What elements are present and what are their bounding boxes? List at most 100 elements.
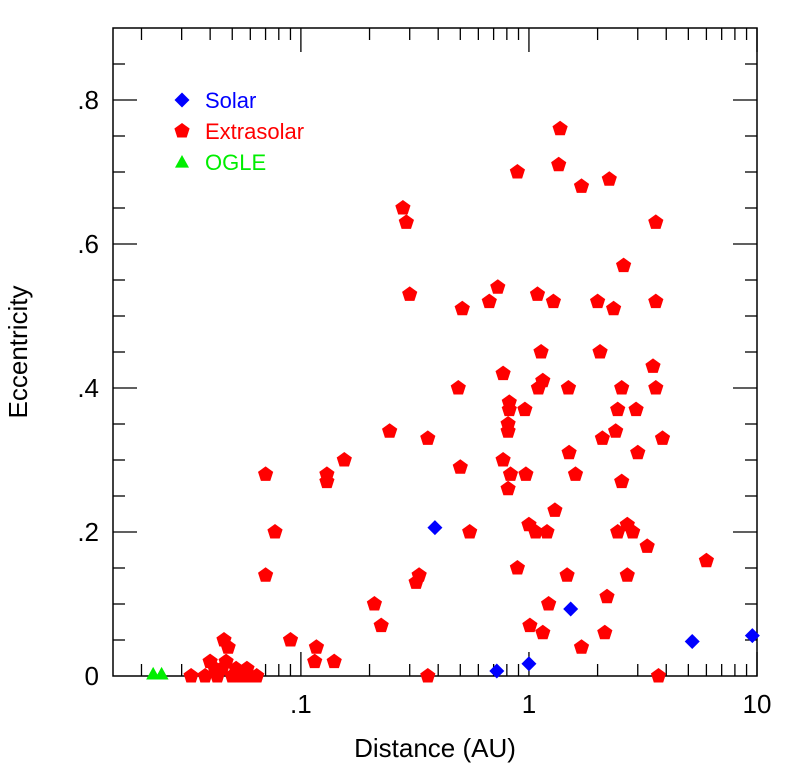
pentagon-point: [545, 293, 561, 309]
pentagon-point: [648, 214, 664, 229]
pentagon-point: [308, 639, 325, 654]
y-axis-ticks: 0 .2 .4 .6 .8: [77, 85, 99, 691]
pentagon-point: [307, 653, 323, 669]
pentagon-point: [452, 459, 468, 474]
pentagon-point: [625, 524, 641, 539]
pentagon-point: [395, 200, 411, 215]
diamond-point: [744, 628, 760, 644]
y-tick-label: .6: [77, 229, 99, 259]
pentagon-point: [402, 286, 418, 301]
pentagon-point: [509, 560, 525, 575]
pentagon-point: [366, 596, 382, 611]
pentagon-point: [608, 423, 624, 438]
pentagon-point: [258, 567, 274, 582]
pentagon-point: [533, 344, 549, 359]
pentagon-point: [454, 300, 470, 316]
pentagon-point: [590, 293, 606, 309]
pentagon-point: [648, 293, 664, 309]
pentagon-point: [614, 380, 630, 395]
pentagon-point: [528, 524, 544, 539]
y-tick-label: .8: [77, 85, 99, 115]
pentagon-point: [539, 524, 555, 539]
legend-marker: [174, 92, 190, 108]
pentagon-point: [326, 653, 342, 669]
data-points: [146, 120, 760, 683]
pentagon-point: [559, 567, 575, 582]
pentagon-point: [648, 380, 664, 395]
x-axis-title: Distance (AU): [354, 733, 516, 763]
pentagon-point: [601, 171, 617, 186]
pentagon-point: [495, 365, 511, 381]
pentagon-point: [597, 624, 613, 640]
pentagon-point: [500, 480, 516, 496]
pentagon-point: [267, 524, 283, 539]
pentagon-point: [535, 624, 551, 640]
pentagon-point: [502, 466, 519, 481]
legend-marker: [175, 155, 189, 168]
pentagon-point: [654, 430, 671, 445]
pentagon-point: [547, 502, 563, 517]
series-solar: [427, 520, 760, 679]
pentagon-point: [517, 401, 533, 417]
x-tick-label: 1: [522, 689, 536, 719]
pentagon-point: [501, 394, 517, 409]
pentagon-point: [614, 473, 630, 489]
triangle-point: [154, 666, 169, 680]
pentagon-point: [495, 452, 511, 467]
legend-label: Solar: [205, 88, 256, 113]
pentagon-point: [197, 668, 213, 683]
diamond-point: [563, 601, 579, 617]
series-extrasolar: [183, 120, 714, 683]
pentagon-point: [509, 164, 525, 179]
pentagon-point: [411, 567, 427, 582]
pentagon-point: [220, 639, 236, 654]
y-tick-label: 0: [85, 661, 99, 691]
pentagon-point: [382, 423, 398, 438]
minor-ticks: [113, 28, 758, 676]
pentagon-point: [541, 596, 557, 611]
diamond-point: [521, 656, 537, 672]
legend-label: OGLE: [205, 150, 266, 175]
pentagon-point: [610, 401, 626, 417]
x-tick-label: .1: [290, 689, 312, 719]
diamond-point: [489, 663, 505, 679]
pentagon-point: [599, 588, 615, 604]
pentagon-point: [490, 279, 506, 294]
pentagon-point: [628, 401, 644, 417]
pentagon-point: [561, 444, 577, 460]
pentagon-point: [420, 430, 436, 445]
legend-item-extrasolar: Extrasolar: [174, 119, 304, 144]
legend-item-ogle: OGLE: [175, 150, 266, 175]
pentagon-point: [573, 639, 590, 654]
diamond-point: [684, 633, 700, 649]
pentagon-point: [639, 538, 655, 553]
pentagon-point: [258, 466, 274, 481]
pentagon-point: [567, 466, 584, 481]
pentagon-point: [218, 653, 234, 669]
pentagon-point: [522, 617, 538, 633]
pentagon-point: [319, 473, 335, 489]
pentagon-point: [606, 300, 622, 316]
pentagon-point: [616, 257, 632, 273]
legend-item-solar: Solar: [174, 88, 256, 113]
y-tick-label: .2: [77, 517, 99, 547]
x-axis-ticks: .1 1 10: [290, 689, 771, 719]
pentagon-point: [630, 444, 646, 460]
pentagon-point: [650, 668, 667, 683]
pentagon-point: [573, 178, 590, 193]
pentagon-point: [518, 466, 534, 481]
pentagon-point: [500, 416, 516, 431]
y-axis-title: Eccentricity: [3, 286, 33, 419]
diamond-point: [427, 520, 443, 536]
pentagon-point: [594, 430, 610, 445]
pentagon-point: [336, 452, 352, 467]
x-tick-label: 10: [743, 689, 772, 719]
pentagon-point: [551, 156, 567, 172]
y-tick-label: .4: [77, 373, 99, 403]
pentagon-point: [398, 214, 414, 229]
pentagon-point: [420, 668, 436, 683]
pentagon-point: [645, 358, 661, 373]
pentagon-point: [249, 668, 265, 683]
pentagon-point: [535, 372, 551, 388]
